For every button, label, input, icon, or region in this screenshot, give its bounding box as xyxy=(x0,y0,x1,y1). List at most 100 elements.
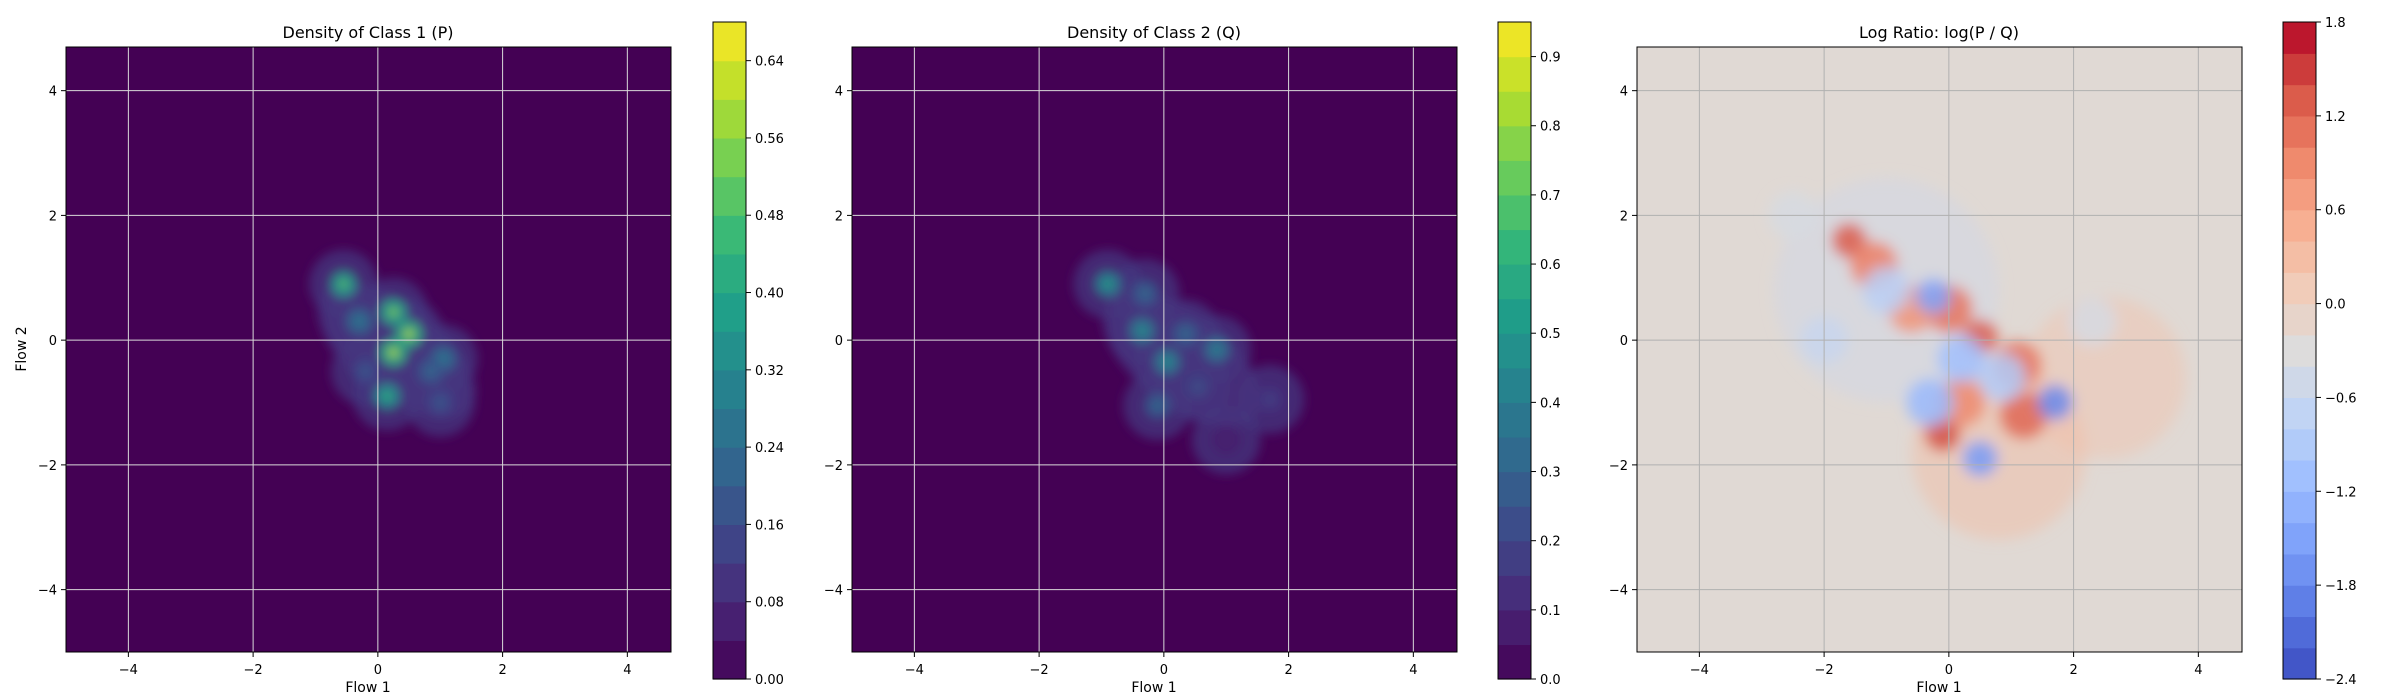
colorbar-band xyxy=(713,215,746,255)
x-tick-label: 2 xyxy=(1284,663,1292,678)
y-tick-label: −2 xyxy=(38,459,57,474)
colorbar-band xyxy=(713,369,746,410)
y-tick-label: 4 xyxy=(1620,85,1628,100)
x-tick-label: 4 xyxy=(1409,663,1417,678)
colorbar-band xyxy=(1498,609,1531,646)
x-tick-label: −4 xyxy=(119,663,138,678)
colorbar-band xyxy=(713,253,746,294)
colorbar-band xyxy=(1498,91,1531,127)
panel2-frame xyxy=(851,46,1458,653)
colorbar-band xyxy=(1498,575,1531,611)
density-peak xyxy=(404,329,414,339)
density-peak xyxy=(1265,395,1275,404)
x-tick-label: −4 xyxy=(1690,663,1709,678)
colorbar-tick-label: 0.08 xyxy=(755,596,784,611)
panel3-grid xyxy=(1637,47,2242,652)
density-peak xyxy=(389,348,398,357)
x-tick-label: 0 xyxy=(1945,663,1953,678)
ratio-blob xyxy=(1937,335,1986,383)
colorbar-band xyxy=(713,601,746,641)
x-tick-label: −2 xyxy=(244,663,263,678)
panel3-ticks: −4 −2 0 2 4 −4 −2 0 2 4 xyxy=(1609,85,2203,678)
y-tick-label: 2 xyxy=(49,209,57,224)
colorbar-band xyxy=(2283,460,2316,492)
colorbar-band xyxy=(1498,264,1531,300)
colorbar-band xyxy=(1498,644,1531,680)
panel1-ticks: −4 −2 0 2 4 −4 −2 0 2 4 xyxy=(38,85,632,678)
colorbar-tick-label: 0.24 xyxy=(755,441,784,456)
density-peak xyxy=(1181,329,1191,339)
colorbar-tick-label: 0.48 xyxy=(755,209,784,224)
density-peak xyxy=(426,366,436,376)
density-peak xyxy=(354,317,364,326)
colorbar-band xyxy=(713,137,746,178)
colorbar-band xyxy=(713,22,746,62)
colorbar-band xyxy=(713,408,746,448)
colorbar-tick-label: 0.8 xyxy=(1540,120,1561,135)
ratio-blob xyxy=(2068,297,2117,346)
colorbar-tick-label: 0.0 xyxy=(1540,673,1561,688)
colorbar-band xyxy=(1498,125,1531,161)
panel2-grid xyxy=(852,47,1457,652)
colorbar-band xyxy=(713,447,746,487)
density-peak xyxy=(438,354,448,364)
colorbar-band xyxy=(713,176,746,216)
colorbar-band xyxy=(2283,209,2316,242)
y-tick-label: −2 xyxy=(1609,459,1628,474)
panel2-title: Density of Class 2 (Q) xyxy=(1067,23,1241,42)
density-peak xyxy=(389,307,398,317)
density-peak xyxy=(1212,345,1222,354)
colorbar-band xyxy=(2283,53,2316,86)
density-peak xyxy=(382,391,392,401)
colorbar-tick-label: 0.00 xyxy=(755,673,784,688)
colorbar-band xyxy=(1498,506,1531,542)
colorbar-tick-label: 0.16 xyxy=(755,518,784,533)
panel2-density-layer xyxy=(1073,249,1305,475)
colorbar-tick-label: 1.8 xyxy=(2325,16,2346,31)
colorbar-band xyxy=(713,524,746,564)
colorbar-band xyxy=(2283,553,2316,586)
density-peak xyxy=(361,366,370,376)
colorbar-tick-label: −1.8 xyxy=(2325,579,2357,594)
density-peak xyxy=(1103,279,1113,289)
panel1-xlabel: Flow 1 xyxy=(345,680,390,696)
ratio-blob xyxy=(2037,385,2073,420)
x-tick-label: 0 xyxy=(1160,663,1168,678)
colorbar-band xyxy=(2283,115,2316,148)
density-cloud xyxy=(309,249,478,437)
panel1-colorbar: 0.00 0.08 0.16 0.24 0.32 0.40 0.48 0.56 0.64 xyxy=(712,21,784,688)
panel1-title: Density of Class 1 (P) xyxy=(283,23,454,42)
colorbar-band xyxy=(2283,303,2316,336)
ratio-blob xyxy=(1906,378,1954,427)
colorbar-band xyxy=(1498,298,1531,334)
panel2-xlabel: Flow 1 xyxy=(1131,680,1176,696)
colorbar-band xyxy=(713,563,746,603)
colorbar-tick-label: 1.2 xyxy=(2325,110,2346,125)
density-peak xyxy=(1137,326,1147,336)
panel1-density-layer xyxy=(309,249,478,437)
panel3-colorbar: −2.4 −1.8 −1.2 −0.6 0.0 0.6 1.2 1.8 xyxy=(2282,16,2357,688)
colorbar-band xyxy=(1498,56,1531,92)
panel2-colorbar: 0.0 0.1 0.2 0.3 0.4 0.5 0.6 0.7 0.8 0.9 xyxy=(1497,21,1561,688)
panel1-ylabel: Flow 2 xyxy=(14,326,30,371)
x-tick-label: −4 xyxy=(905,663,924,678)
y-tick-label: 2 xyxy=(835,209,843,224)
colorbar-band xyxy=(1498,160,1531,196)
density-peak xyxy=(1140,289,1150,298)
density-peak xyxy=(1193,382,1203,392)
panel1-grid xyxy=(66,47,671,652)
colorbar-tick-label: 0.5 xyxy=(1540,327,1561,342)
colorbar-tick-label: 0.0 xyxy=(2325,298,2346,313)
colorbar-band xyxy=(1498,402,1531,438)
panel3-title: Log Ratio: log(P / Q) xyxy=(1859,23,2019,42)
colorbar-tick-label: 0.40 xyxy=(755,287,784,302)
colorbar-band xyxy=(2283,84,2316,117)
panel2-ticks: −4 −2 0 2 4 −4 −2 0 2 4 xyxy=(824,85,1418,678)
colorbar-tick-label: 0.56 xyxy=(755,132,784,147)
colorbar-band xyxy=(713,640,746,680)
colorbar-band xyxy=(2283,22,2316,54)
colorbar-band xyxy=(713,485,746,526)
panel1-frame xyxy=(65,46,672,653)
colorbar-band xyxy=(2283,585,2316,618)
colorbar-band xyxy=(2283,178,2316,211)
